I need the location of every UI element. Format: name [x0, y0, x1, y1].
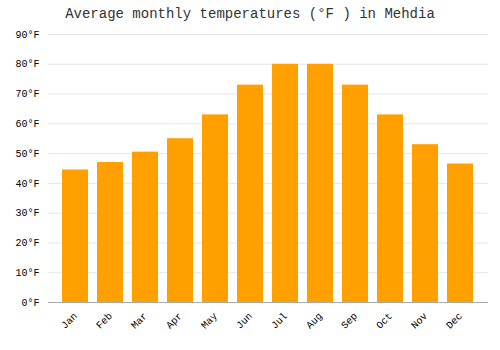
svg-text:Oct: Oct: [374, 311, 395, 332]
svg-text:70°F: 70°F: [15, 89, 39, 100]
svg-text:Jun: Jun: [234, 311, 255, 332]
svg-text:Feb: Feb: [94, 311, 115, 332]
svg-text:40°F: 40°F: [15, 179, 39, 190]
svg-text:90°F: 90°F: [15, 30, 39, 41]
svg-text:60°F: 60°F: [15, 119, 39, 130]
svg-text:10°F: 10°F: [15, 268, 39, 279]
svg-text:Apr: Apr: [164, 311, 185, 332]
svg-text:Jan: Jan: [59, 311, 80, 332]
svg-text:Sep: Sep: [339, 311, 360, 332]
svg-text:Nov: Nov: [409, 311, 430, 332]
svg-text:80°F: 80°F: [15, 59, 39, 70]
svg-text:Mar: Mar: [129, 311, 150, 332]
svg-text:Jul: Jul: [269, 311, 290, 332]
html-text:Average monthly temperatures (: Average monthly temperatures (°F ) in Me…: [65, 6, 435, 22]
svg-text:20°F: 20°F: [15, 238, 39, 249]
svg-text:May: May: [199, 311, 220, 332]
svg-text:Aug: Aug: [304, 311, 325, 332]
svg-text:Dec: Dec: [444, 311, 465, 332]
svg-text:50°F: 50°F: [15, 149, 39, 160]
svg-text:0°F: 0°F: [21, 298, 39, 309]
svg-text:30°F: 30°F: [15, 208, 39, 219]
